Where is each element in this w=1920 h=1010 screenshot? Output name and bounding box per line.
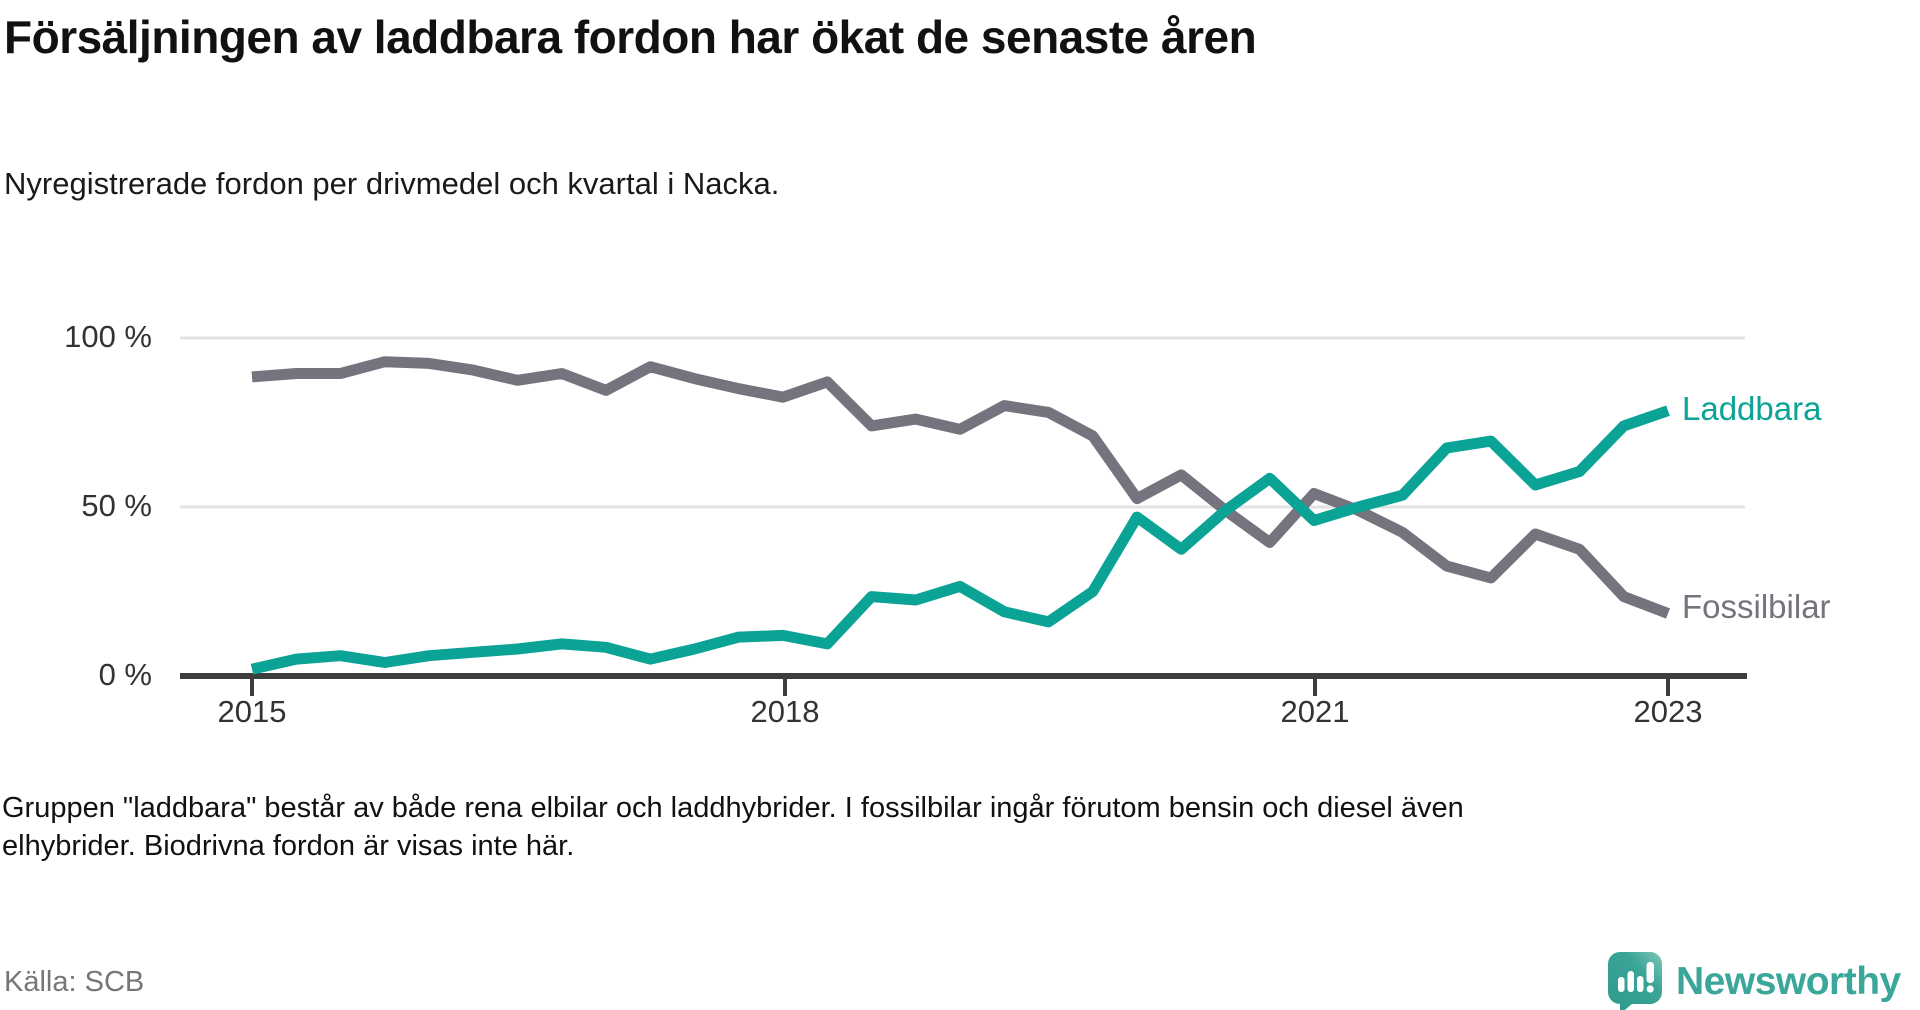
footnote: Gruppen "laddbara" består av både rena e… <box>2 792 1464 862</box>
source-text: Källa: SCB <box>4 966 145 998</box>
y-tick-label-50: 50 % <box>81 488 152 523</box>
y-tick-label-100: 100 % <box>64 319 152 354</box>
x-tick-label-2015: 2015 <box>217 694 287 729</box>
x-tick-label-2018: 2018 <box>750 694 820 729</box>
fossilbilar-line[interactable] <box>251 356 1670 619</box>
newsworthy-logo-icon <box>1608 952 1662 1010</box>
chart-title: Försäljningen av laddbara fordon har öka… <box>4 11 1257 63</box>
y-tick-label-0: 0 % <box>98 657 152 692</box>
x-tick-label-2021: 2021 <box>1280 694 1350 729</box>
laddbara-line[interactable] <box>250 405 1670 675</box>
x-tick-label-2023: 2023 <box>1633 694 1703 729</box>
series-label-laddbara: Laddbara <box>1682 390 1822 427</box>
chart-subtitle: Nyregistrerade fordon per drivmedel och … <box>4 166 780 201</box>
series-label-fossilbilar: Fossilbilar <box>1682 588 1831 625</box>
newsworthy-logo-text: Newsworthy <box>1676 960 1901 1003</box>
